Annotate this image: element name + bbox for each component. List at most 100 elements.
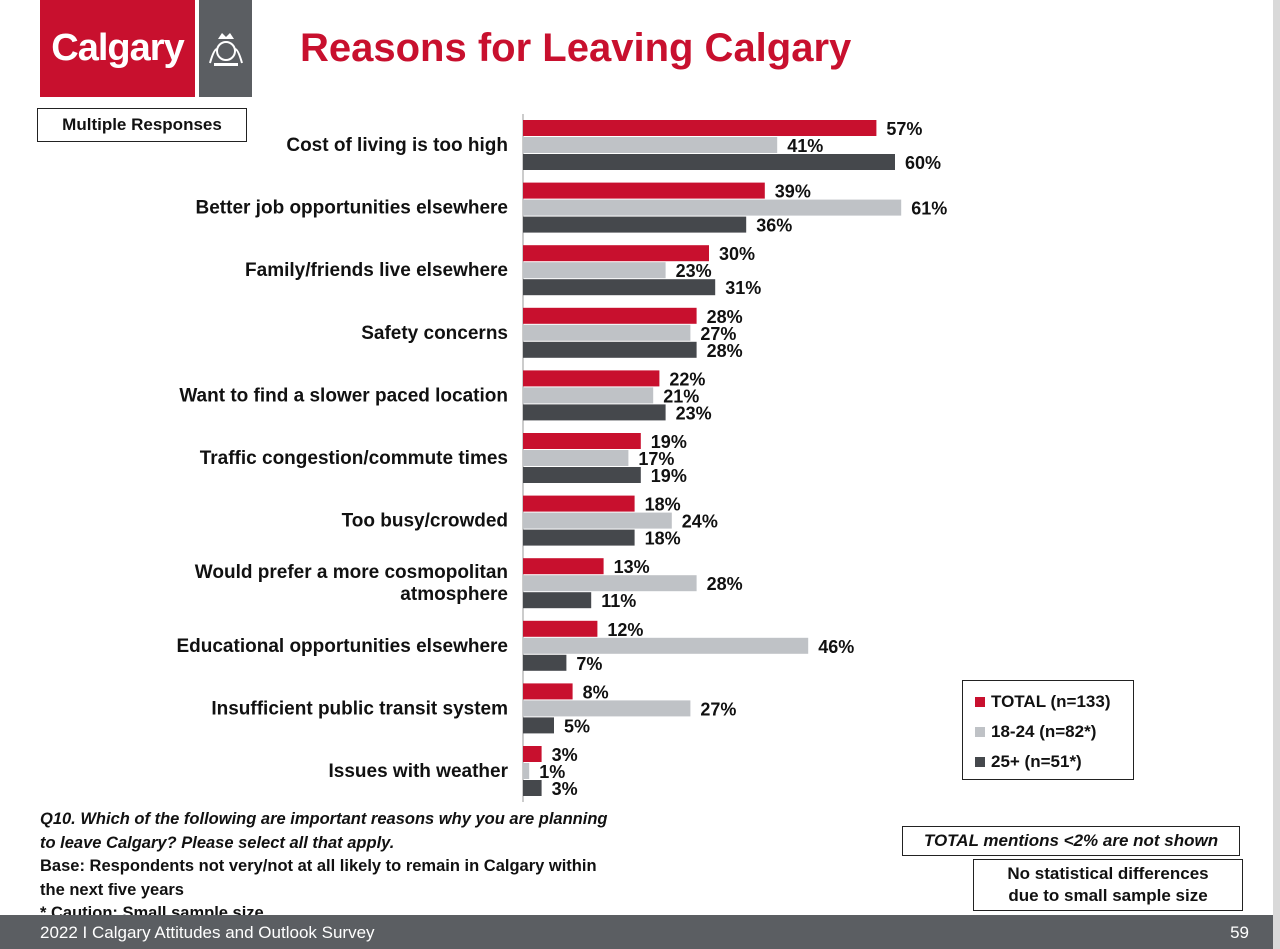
- page-number: 59: [1230, 923, 1249, 942]
- legend-swatch-18-24: [975, 727, 985, 737]
- data-label-issues-with-weather-total-n-133: 3%: [552, 745, 578, 765]
- legend-label-25plus: 25+ (n=51*): [991, 752, 1082, 771]
- bar-issues-with-weather-25-n-51: [523, 780, 542, 796]
- stat-note-line-2: due to small sample size: [1008, 886, 1208, 905]
- data-label-would-prefer-a-more-cosmopolitan-atmosphere-25-n-51: 11%: [601, 591, 636, 611]
- category-label-issues-with-weather: Issues with weather: [328, 761, 508, 782]
- bar-cost-of-living-is-too-high-18-24-n-82: [523, 137, 778, 153]
- legend-item-18-24: 18-24 (n=82*): [975, 717, 1133, 747]
- bar-cost-of-living-is-too-high-total-n-133: [523, 120, 877, 136]
- bar-educational-opportunities-elsewhere-total-n-133: [523, 620, 598, 637]
- bar-would-prefer-a-more-cosmopolitan-atmosphere-25-n-51: [523, 592, 592, 609]
- legend-swatch-total: [975, 697, 985, 707]
- data-label-educational-opportunities-elsewhere-25-n-51: 7%: [576, 654, 602, 674]
- category-label-better-job-opportunities-elsewhere: Better job opportunities elsewhere: [196, 198, 509, 219]
- crest-icon: [208, 32, 243, 66]
- bar-educational-opportunities-elsewhere-18-24-n-82: [523, 637, 809, 654]
- category-label-traffic-congestion-commute-times: Traffic congestion/commute times: [200, 448, 508, 469]
- data-label-better-job-opportunities-elsewhere-25-n-51: 36%: [756, 216, 792, 236]
- bar-chart: Cost of living is too high 57% 41% 60% Bette…: [176, 114, 947, 802]
- data-label-issues-with-weather-25-n-51: 3%: [552, 779, 578, 799]
- bar-want-to-find-a-slower-paced-location-total-n-133: [523, 370, 660, 387]
- data-label-family-friends-live-elsewhere-18-24-n-82: 23%: [676, 261, 712, 281]
- category-label-would-prefer-a-more-cosmopolitan-atmosphere-line-2: atmosphere: [400, 584, 508, 605]
- bar-traffic-congestion-commute-times-total-n-133: [523, 433, 641, 449]
- category-label-safety-concerns: Safety concerns: [361, 323, 508, 344]
- page-edge: [1273, 0, 1280, 949]
- data-label-would-prefer-a-more-cosmopolitan-atmosphere-18-24-n-82: 28%: [707, 574, 743, 594]
- footnote: Q10. Which of the following are importan…: [40, 808, 700, 926]
- question-line-2: to leave Calgary? Please select all that…: [40, 833, 395, 852]
- bar-cost-of-living-is-too-high-25-n-51: [523, 154, 895, 170]
- category-label-family-friends-live-elsewhere: Family/friends live elsewhere: [245, 260, 508, 281]
- bar-educational-opportunities-elsewhere-25-n-51: [523, 654, 567, 671]
- data-label-insufficient-public-transit-system-18-24-n-82: 27%: [700, 699, 736, 719]
- legend: TOTAL (n=133) 18-24 (n=82*) 25+ (n=51*): [962, 680, 1134, 780]
- bar-want-to-find-a-slower-paced-location-18-24-n-82: [523, 387, 654, 404]
- bar-safety-concerns-total-n-133: [523, 307, 697, 324]
- legend-item-total: TOTAL (n=133): [975, 687, 1133, 717]
- data-label-too-busy-crowded-total-n-133: 18%: [645, 495, 681, 515]
- bar-safety-concerns-18-24-n-82: [523, 324, 691, 341]
- stat-note-line-1: No statistical differences: [1007, 864, 1209, 883]
- data-label-traffic-congestion-commute-times-18-24-n-82: 17%: [638, 449, 674, 469]
- data-label-safety-concerns-25-n-51: 28%: [707, 341, 743, 361]
- category-label-would-prefer-a-more-cosmopolitan-atmosphere-line-1: Would prefer a more cosmopolitan: [195, 562, 508, 583]
- base-line-2: the next five years: [40, 880, 184, 899]
- data-label-want-to-find-a-slower-paced-location-18-24-n-82: 21%: [663, 386, 699, 406]
- bar-would-prefer-a-more-cosmopolitan-atmosphere-total-n-133: [523, 558, 604, 575]
- category-label-insufficient-public-transit-system: Insufficient public transit system: [211, 698, 508, 719]
- data-label-would-prefer-a-more-cosmopolitan-atmosphere-total-n-133: 13%: [614, 557, 650, 577]
- data-label-cost-of-living-is-too-high-18-24-n-82: 41%: [787, 136, 823, 156]
- data-label-traffic-congestion-commute-times-25-n-51: 19%: [651, 466, 687, 486]
- bar-insufficient-public-transit-system-18-24-n-82: [523, 700, 691, 717]
- data-label-too-busy-crowded-18-24-n-82: 24%: [682, 512, 718, 532]
- data-label-cost-of-living-is-too-high-total-n-133: 57%: [886, 119, 922, 139]
- legend-swatch-25plus: [975, 757, 985, 767]
- bar-would-prefer-a-more-cosmopolitan-atmosphere-18-24-n-82: [523, 575, 697, 592]
- data-label-better-job-opportunities-elsewhere-total-n-133: 39%: [775, 182, 811, 202]
- data-label-insufficient-public-transit-system-25-n-51: 5%: [564, 716, 590, 736]
- bar-family-friends-live-elsewhere-total-n-133: [523, 245, 709, 262]
- data-label-family-friends-live-elsewhere-25-n-51: 31%: [725, 278, 761, 298]
- bar-want-to-find-a-slower-paced-location-25-n-51: [523, 404, 666, 421]
- data-label-educational-opportunities-elsewhere-18-24-n-82: 46%: [818, 637, 854, 657]
- bar-insufficient-public-transit-system-25-n-51: [523, 717, 554, 734]
- data-label-cost-of-living-is-too-high-25-n-51: 60%: [905, 153, 941, 173]
- legend-label-total: TOTAL (n=133): [991, 692, 1111, 711]
- page-title: Reasons for Leaving Calgary: [300, 26, 852, 70]
- category-label-educational-opportunities-elsewhere: Educational opportunities elsewhere: [176, 636, 508, 657]
- bar-family-friends-live-elsewhere-18-24-n-82: [523, 262, 666, 279]
- data-label-issues-with-weather-18-24-n-82: 1%: [539, 762, 565, 782]
- footer-bar: 2022 I Calgary Attitudes and Outlook Sur…: [0, 915, 1273, 949]
- data-label-want-to-find-a-slower-paced-location-25-n-51: 23%: [676, 403, 712, 423]
- category-label-too-busy-crowded: Too busy/crowded: [342, 511, 508, 532]
- bar-better-job-opportunities-elsewhere-total-n-133: [523, 182, 765, 199]
- bar-issues-with-weather-total-n-133: [523, 746, 542, 762]
- bar-traffic-congestion-commute-times-25-n-51: [523, 467, 641, 483]
- data-label-family-friends-live-elsewhere-total-n-133: 30%: [719, 244, 755, 264]
- category-label-cost-of-living-is-too-high: Cost of living is too high: [286, 135, 508, 156]
- category-label-want-to-find-a-slower-paced-location: Want to find a slower paced location: [179, 385, 508, 406]
- bar-better-job-opportunities-elsewhere-25-n-51: [523, 216, 747, 233]
- statistical-note: No statistical differences due to small …: [973, 859, 1243, 911]
- data-label-safety-concerns-total-n-133: 28%: [707, 307, 743, 327]
- base-line-1: Base: Respondents not very/not at all li…: [40, 857, 597, 875]
- data-label-insufficient-public-transit-system-total-n-133: 8%: [583, 682, 609, 702]
- bar-too-busy-crowded-25-n-51: [523, 529, 635, 546]
- footer-survey-title: 2022 I Calgary Attitudes and Outlook Sur…: [40, 923, 375, 942]
- legend-item-25plus: 25+ (n=51*): [975, 747, 1133, 777]
- bar-issues-with-weather-18-24-n-82: [523, 763, 530, 779]
- bar-family-friends-live-elsewhere-25-n-51: [523, 279, 716, 296]
- bar-too-busy-crowded-total-n-133: [523, 495, 635, 512]
- bar-too-busy-crowded-18-24-n-82: [523, 512, 672, 529]
- data-label-want-to-find-a-slower-paced-location-total-n-133: 22%: [669, 369, 705, 389]
- data-label-better-job-opportunities-elsewhere-18-24-n-82: 61%: [911, 199, 947, 219]
- multiple-responses-label: Multiple Responses: [37, 108, 247, 142]
- data-label-educational-opportunities-elsewhere-total-n-133: 12%: [607, 620, 643, 640]
- question-line-1: Q10. Which of the following are importan…: [40, 810, 608, 828]
- logo-text: Calgary: [51, 27, 184, 69]
- data-label-traffic-congestion-commute-times-total-n-133: 19%: [651, 432, 687, 452]
- total-mentions-note: TOTAL mentions <2% are not shown: [902, 826, 1240, 856]
- bar-better-job-opportunities-elsewhere-18-24-n-82: [523, 199, 902, 216]
